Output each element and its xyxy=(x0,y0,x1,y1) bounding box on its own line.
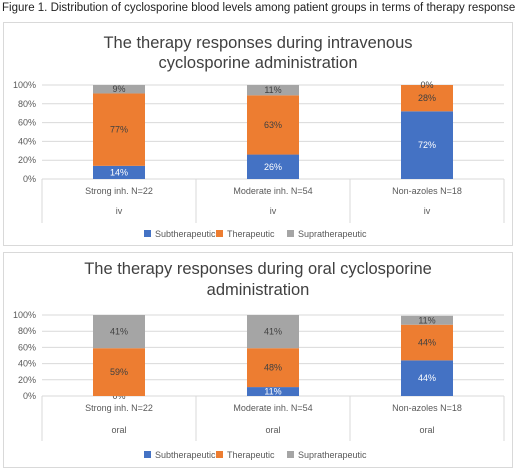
chart0-category-label-1: Moderate inh. N=54 xyxy=(233,186,312,196)
chart0-category-label-0: Strong inh. N=22 xyxy=(85,186,153,196)
chart1-bar-therapeutic-2 xyxy=(401,324,453,361)
chart1-ytick-label-2: 40% xyxy=(18,359,36,369)
chart-panel-oral: The therapy responses during oral cyclos… xyxy=(3,252,513,468)
chart1-ytick-label-3: 60% xyxy=(18,342,36,352)
chart-oral: The therapy responses during oral cyclos… xyxy=(13,260,505,460)
chart0-data-label-subtherapeutic-2: 72% xyxy=(418,140,436,150)
chart1-legend-label-subtherapeutic: Subtherapeutic xyxy=(155,450,216,460)
chart1-title-line-1: administration xyxy=(207,281,310,299)
chart1-data-label-supratherapeutic-2: 11% xyxy=(418,315,435,325)
chart1-title-line-0: The therapy responses during oral cyclos… xyxy=(84,260,432,278)
chart1-bar-therapeutic-1 xyxy=(247,348,299,388)
chart1-data-label-therapeutic-2: 44% xyxy=(418,338,436,348)
chart0-legend-swatch-therapeutic xyxy=(216,230,223,237)
chart0-ytick-label-1: 20% xyxy=(18,155,36,165)
chart0-ytick-label-2: 40% xyxy=(18,136,36,146)
chart0-bar-supratherapeutic-1 xyxy=(247,85,299,96)
chart1-legend-label-supratherapeutic: Supratherapeutic xyxy=(298,450,367,460)
chart0-bar-supratherapeutic-0 xyxy=(93,85,145,94)
chart1-data-label-therapeutic-0: 59% xyxy=(110,367,128,377)
chart0-bar-subtherapeutic-2 xyxy=(401,111,453,179)
chart0-category-group-label-1: iv xyxy=(270,206,277,216)
chart0-legend-label-supratherapeutic: Supratherapeutic xyxy=(298,229,367,239)
chart1-bar-subtherapeutic-1 xyxy=(247,387,299,396)
chart1-bar-supratherapeutic-0 xyxy=(93,315,145,349)
chart0-bar-therapeutic-0 xyxy=(93,93,145,166)
chart1-data-label-supratherapeutic-1: 41% xyxy=(264,327,282,337)
chart0-ytick-label-5: 100% xyxy=(13,80,36,90)
chart0-title-line-0: The therapy responses during intravenous xyxy=(103,34,412,52)
chart0-ytick-label-4: 80% xyxy=(18,99,36,109)
chart0-data-label-subtherapeutic-0: 14% xyxy=(110,167,128,177)
chart-iv: The therapy responses during intravenous… xyxy=(13,34,505,239)
chart1-category-group-label-0: oral xyxy=(111,425,126,435)
chart1-bar-supratherapeutic-2 xyxy=(401,315,453,325)
chart1-bar-supratherapeutic-1 xyxy=(247,315,299,349)
chart0-legend-label-subtherapeutic: Subtherapeutic xyxy=(155,229,216,239)
chart0-bar-therapeutic-1 xyxy=(247,95,299,155)
chart1-category-label-1: Moderate inh. N=54 xyxy=(233,403,312,413)
chart0-category-group-label-0: iv xyxy=(116,206,123,216)
chart0-data-label-supratherapeutic-1: 11% xyxy=(264,85,281,95)
chart1-data-label-subtherapeutic-1: 11% xyxy=(264,387,281,397)
chart1-category-group-label-1: oral xyxy=(265,425,280,435)
chart1-category-group-label-2: oral xyxy=(419,425,434,435)
chart0-category-group-label-2: iv xyxy=(424,206,431,216)
chart0-legend-swatch-subtherapeutic xyxy=(144,230,151,237)
chart1-data-label-supratherapeutic-0: 41% xyxy=(110,327,128,337)
chart1-bar-therapeutic-0 xyxy=(93,348,145,396)
chart1-ytick-label-5: 100% xyxy=(13,310,36,320)
chart0-data-label-therapeutic-2: 28% xyxy=(418,93,436,103)
chart1-ytick-label-4: 80% xyxy=(18,326,36,336)
figure-caption: Figure 1. Distribution of cyclosporine b… xyxy=(2,2,516,14)
chart1-legend-swatch-therapeutic xyxy=(216,451,223,458)
chart0-title-line-1: cyclosporine administration xyxy=(158,54,357,72)
chart1-legend-swatch-supratherapeutic xyxy=(287,451,294,458)
chart0-bar-subtherapeutic-0 xyxy=(93,165,145,179)
chart1-category-label-2: Non-azoles N=18 xyxy=(392,403,462,413)
chart1-ytick-label-1: 20% xyxy=(18,375,36,385)
chart0-data-label-supratherapeutic-2: 0% xyxy=(420,80,433,90)
chart0-bar-therapeutic-2 xyxy=(401,85,453,112)
chart0-ytick-label-0: 0% xyxy=(23,174,36,184)
chart0-ytick-label-3: 60% xyxy=(18,118,36,128)
chart0-data-label-supratherapeutic-0: 9% xyxy=(112,84,125,94)
chart0-legend-swatch-supratherapeutic xyxy=(287,230,294,237)
chart0-data-label-therapeutic-0: 77% xyxy=(110,125,128,135)
chart1-bar-subtherapeutic-2 xyxy=(401,360,453,396)
chart0-bar-subtherapeutic-1 xyxy=(247,154,299,179)
chart1-legend-label-therapeutic: Therapeutic xyxy=(227,450,275,460)
chart0-category-label-2: Non-azoles N=18 xyxy=(392,186,462,196)
chart1-category-label-0: Strong inh. N=22 xyxy=(85,403,153,413)
chart-panel-iv: The therapy responses during intravenous… xyxy=(3,22,513,246)
chart0-data-label-therapeutic-1: 63% xyxy=(264,120,282,130)
chart1-legend-swatch-subtherapeutic xyxy=(144,451,151,458)
chart0-legend-label-therapeutic: Therapeutic xyxy=(227,229,275,239)
chart1-data-label-subtherapeutic-2: 44% xyxy=(418,373,436,383)
chart1-data-label-therapeutic-1: 48% xyxy=(264,363,282,373)
chart1-ytick-label-0: 0% xyxy=(23,391,36,401)
chart0-data-label-subtherapeutic-1: 26% xyxy=(264,162,282,172)
